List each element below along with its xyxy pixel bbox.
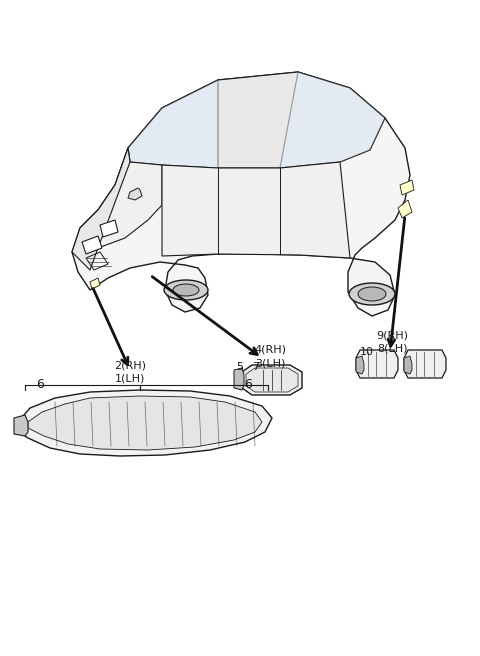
Ellipse shape (349, 283, 395, 305)
Polygon shape (80, 148, 162, 248)
Polygon shape (90, 278, 100, 289)
Polygon shape (404, 356, 412, 374)
Polygon shape (356, 350, 398, 378)
Ellipse shape (164, 280, 208, 300)
Polygon shape (404, 350, 446, 378)
Polygon shape (356, 356, 364, 374)
Text: 6: 6 (36, 378, 44, 391)
Polygon shape (82, 236, 102, 254)
Polygon shape (72, 72, 410, 316)
Polygon shape (128, 80, 218, 168)
Polygon shape (128, 72, 385, 168)
Text: 2(RH)
1(LH): 2(RH) 1(LH) (114, 360, 146, 383)
Polygon shape (400, 180, 414, 195)
Polygon shape (14, 415, 28, 436)
Polygon shape (398, 200, 412, 218)
Polygon shape (72, 148, 130, 270)
Polygon shape (162, 162, 350, 258)
Polygon shape (234, 368, 244, 390)
Text: 5: 5 (237, 362, 243, 372)
Polygon shape (246, 368, 298, 392)
Polygon shape (28, 396, 262, 450)
Polygon shape (242, 365, 302, 395)
Polygon shape (100, 220, 118, 237)
Ellipse shape (358, 287, 386, 301)
Polygon shape (280, 72, 385, 168)
Ellipse shape (173, 284, 199, 296)
Polygon shape (128, 188, 142, 200)
Text: 6: 6 (244, 378, 252, 391)
Text: 7: 7 (252, 362, 260, 372)
Text: 4(RH)
3(LH): 4(RH) 3(LH) (254, 345, 286, 368)
Polygon shape (16, 390, 272, 456)
Text: 9(RH)
8(LH): 9(RH) 8(LH) (376, 330, 408, 353)
Text: 10: 10 (360, 347, 374, 357)
